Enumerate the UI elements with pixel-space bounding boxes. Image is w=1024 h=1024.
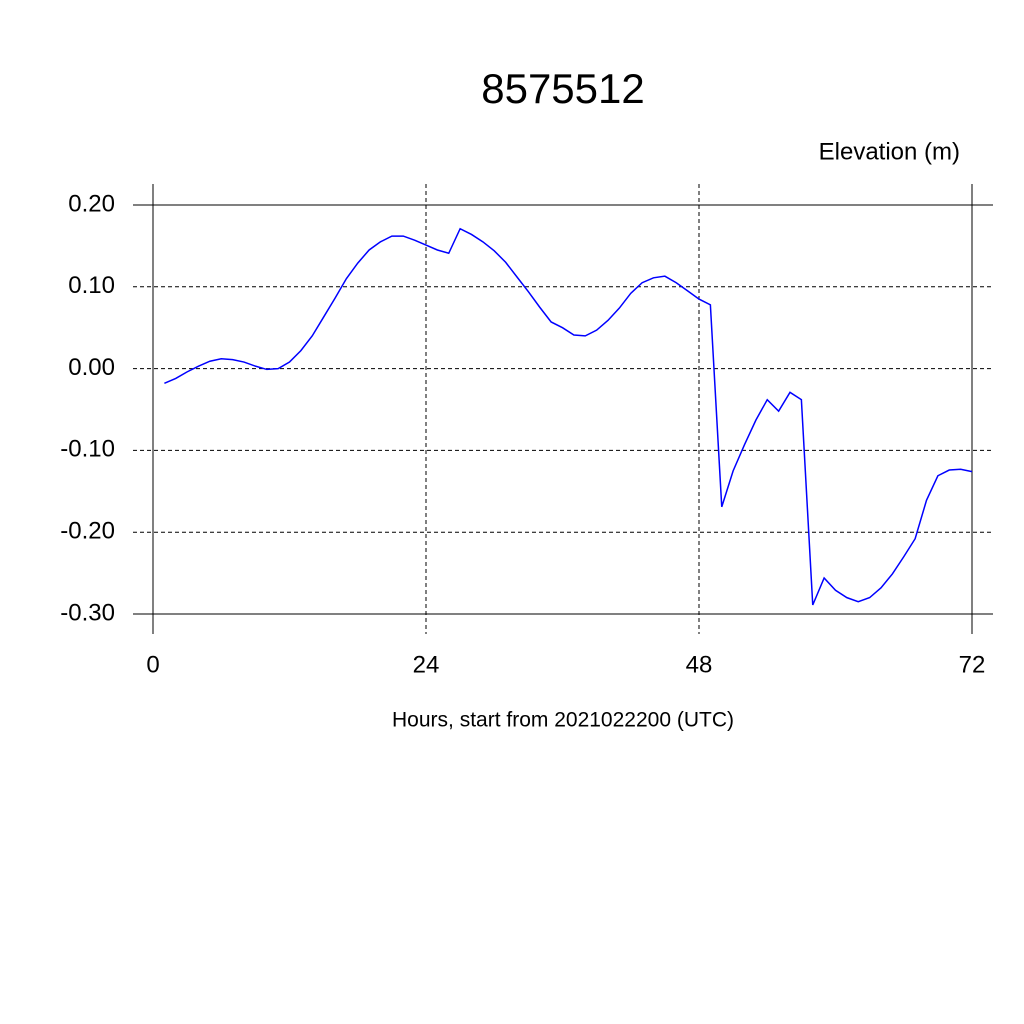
chart-title: 8575512 — [481, 65, 645, 112]
x-tick-label: 0 — [146, 651, 159, 678]
x-tick-label: 24 — [413, 651, 440, 678]
y-axis-label: Elevation (m) — [819, 138, 960, 165]
y-tick-label: -0.30 — [60, 599, 115, 626]
x-tick-label: 48 — [686, 651, 713, 678]
x-tick-label: 72 — [959, 651, 986, 678]
y-tick-label: -0.20 — [60, 518, 115, 545]
y-tick-label: 0.10 — [68, 272, 115, 299]
x-axis-label: Hours, start from 2021022200 (UTC) — [392, 709, 734, 732]
y-tick-label: -0.10 — [60, 436, 115, 463]
data-line — [164, 227, 973, 606]
y-tick-label: 0.00 — [68, 354, 115, 381]
y-tick-label: 0.20 — [68, 190, 115, 217]
